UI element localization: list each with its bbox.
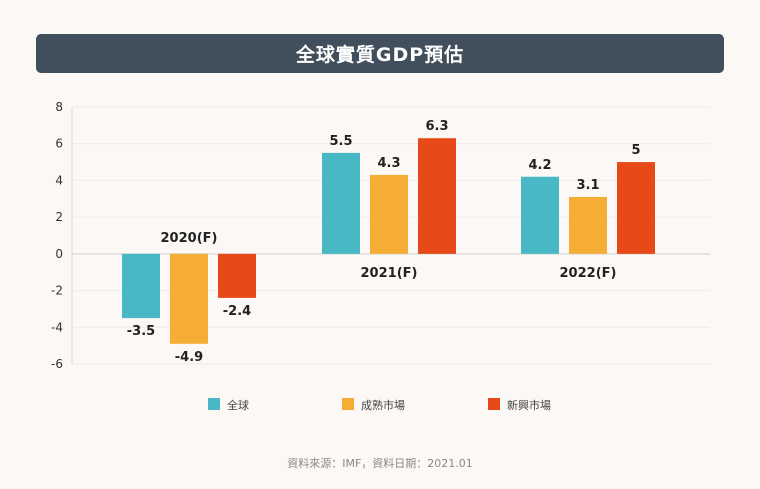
- chart-title: 全球實質GDP預估: [36, 34, 724, 73]
- bar: [617, 162, 655, 254]
- bar: [521, 176, 559, 254]
- bar: [370, 174, 408, 254]
- legend-swatch: [208, 398, 220, 410]
- y-tick-label: -2: [51, 284, 63, 298]
- bar: [218, 253, 256, 298]
- legend-swatch: [488, 398, 500, 410]
- legend-label: 成熟市場: [361, 398, 405, 412]
- data-label: 5: [631, 143, 640, 158]
- y-tick-label: 4: [55, 173, 63, 187]
- data-label: 6.3: [425, 119, 448, 134]
- y-tick-label: 0: [55, 247, 63, 261]
- bar: [322, 152, 360, 254]
- bar: [122, 253, 160, 319]
- data-label: 3.1: [576, 178, 599, 193]
- source-note: 資料來源：IMF，資料日期：2021.01: [287, 457, 473, 470]
- data-label: -2.4: [223, 304, 251, 319]
- category-label: 2022(F): [560, 266, 617, 281]
- legend-swatch: [342, 398, 354, 410]
- bar: [170, 253, 208, 344]
- y-tick-label: 8: [55, 100, 63, 114]
- y-tick-label: 2: [55, 210, 63, 224]
- data-label: 5.5: [329, 134, 352, 149]
- data-label: -3.5: [127, 324, 155, 339]
- data-label: 4.3: [377, 156, 400, 171]
- bar: [569, 196, 607, 254]
- data-label: 4.2: [528, 158, 551, 173]
- legend-label: 新興市場: [507, 398, 551, 412]
- y-tick-label: -4: [51, 320, 63, 334]
- y-tick-label: -6: [51, 357, 63, 371]
- bar: [418, 138, 456, 254]
- y-tick-label: 6: [55, 137, 63, 151]
- legend-label: 全球: [227, 398, 249, 412]
- category-label: 2021(F): [361, 266, 418, 281]
- data-label: -4.9: [175, 350, 203, 365]
- category-label: 2020(F): [161, 231, 218, 246]
